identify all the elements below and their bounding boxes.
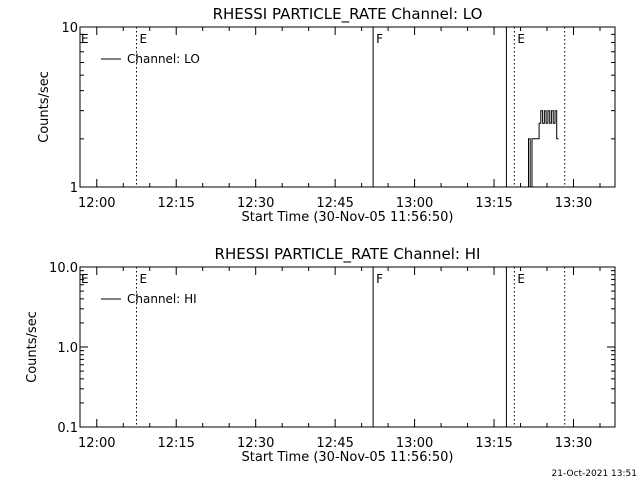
y-axis-label: Counts/sec [37,71,52,143]
x-tick-label: 12:45 [316,436,353,451]
x-tick-label: 12:00 [78,436,115,451]
event-marker-label: E [81,32,89,46]
y-axis-label: Counts/sec [25,311,40,383]
x-tick-label: 13:00 [396,196,433,211]
legend-label: Channel: LO [127,52,200,66]
series-line [526,110,559,188]
y-tick-label: 1 [70,181,78,196]
y-tick-label: 10 [61,21,78,36]
x-tick-label: 12:15 [157,436,194,451]
x-axis-label: Start Time (30-Nov-05 11:56:50) [242,210,454,225]
x-tick-label: 13:30 [555,196,592,211]
event-marker-label: E [140,272,148,286]
x-tick-label: 12:15 [157,196,194,211]
y-tick-label: 1.0 [57,341,78,356]
x-tick-label: 13:15 [475,196,512,211]
x-tick-label: 13:30 [555,436,592,451]
chart-title: RHESSI PARTICLE_RATE Channel: HI [215,245,481,264]
x-tick-label: 12:00 [78,196,115,211]
event-marker-label: F [376,32,383,46]
y-tick-label: 0.1 [57,421,78,436]
legend-label: Channel: HI [127,292,197,306]
x-tick-label: 13:15 [475,436,512,451]
event-marker-label: E [517,32,525,46]
plot-frame [79,26,616,188]
y-tick-label: 10.0 [49,261,78,276]
event-marker-label: E [81,272,89,286]
event-marker-label: E [140,32,148,46]
plot-frame [79,266,616,428]
x-tick-label: 12:30 [237,436,274,451]
event-marker-label: F [376,272,383,286]
chart-panel-1: RHESSI PARTICLE_RATE Channel: LO 1 10 Count… [37,5,616,225]
chart-title: RHESSI PARTICLE_RATE Channel: LO [213,5,483,24]
event-marker-label: E [517,272,525,286]
x-axis-label: Start Time (30-Nov-05 11:56:50) [242,450,454,465]
x-tick-label: 12:45 [316,196,353,211]
x-tick-label: 12:30 [237,196,274,211]
x-tick-label: 13:00 [396,436,433,451]
footer-timestamp: 21-Oct-2021 13:51 [552,469,637,479]
chart-panel-2: RHESSI PARTICLE_RATE Channel: HI 0.1 1.0 10… [25,245,616,465]
